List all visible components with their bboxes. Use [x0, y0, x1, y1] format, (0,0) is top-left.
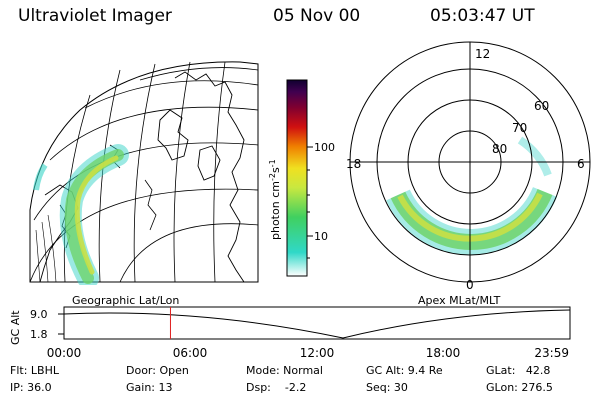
mlat-label: 60	[534, 99, 549, 113]
mode-status: Mode: Normal	[246, 364, 323, 377]
timeline-xtick: 18:00	[426, 346, 461, 360]
colorbar-unit-label: photon cm-2s-1	[268, 159, 282, 240]
timeline-xtick: 06:00	[173, 346, 208, 360]
colorbar-tick-label: 100	[314, 141, 335, 154]
mlt-label: 18	[346, 157, 361, 171]
gc-alt-status: GC Alt: 9.4 Re	[366, 364, 443, 377]
mlat-label: 80	[492, 142, 507, 156]
polar-label: Apex MLat/MLT	[418, 294, 501, 307]
date-label: 05 Nov 00	[273, 6, 361, 26]
mlt-label: 6	[577, 157, 585, 171]
timeline-xtick: 12:00	[300, 346, 335, 360]
mlt-label: 12	[475, 47, 490, 61]
geographic-map	[29, 61, 259, 285]
colorbar-tick-label: 10	[314, 230, 328, 243]
seq-status: Seq: 30	[366, 381, 408, 394]
timeline-ytick: 1.8	[30, 328, 48, 341]
geographic-label: Geographic Lat/Lon	[72, 294, 179, 307]
ip-status: IP: 36.0	[10, 381, 52, 394]
timeline-xtick: 00:00	[47, 346, 82, 360]
colorbar	[286, 79, 308, 277]
timeline-ytick: 9.0	[30, 308, 48, 321]
instrument-title: Ultraviolet Imager	[18, 6, 172, 26]
orbit-timeline	[58, 306, 571, 340]
timeline-xtick: 23:59	[534, 346, 569, 360]
glat-status: GLat: 42.8	[486, 364, 551, 377]
door-status: Door: Open	[126, 364, 189, 377]
timeline-ylabel: GC Alt	[9, 310, 22, 345]
filter-status: Flt: LBHL	[10, 364, 59, 377]
glon-status: GLon: 276.5	[486, 381, 553, 394]
polar-plot	[349, 41, 591, 283]
time-label: 05:03:47 UT	[430, 6, 535, 26]
gain-status: Gain: 13	[126, 381, 173, 394]
mlat-label: 70	[512, 121, 527, 135]
mlt-label: 0	[466, 278, 474, 292]
dsp-status: Dsp: -2.2	[246, 381, 307, 394]
